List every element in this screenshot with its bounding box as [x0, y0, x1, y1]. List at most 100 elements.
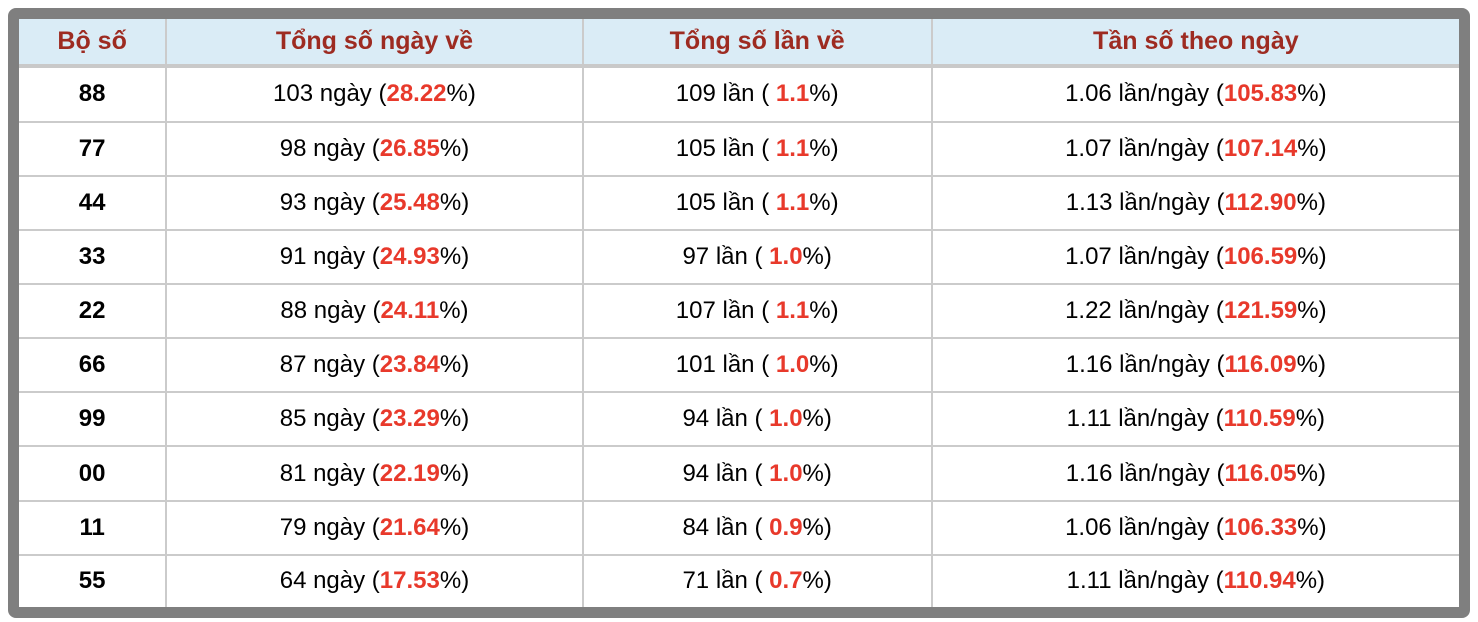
cell-number-pair: 33: [19, 229, 168, 285]
cell-total-days: 93 ngày (25.48%): [166, 174, 584, 231]
days-value: 88 ngày: [280, 297, 366, 325]
open-paren: (: [747, 513, 770, 541]
cell-daily-frequency: 1.11 lần/ngày (110.59%): [931, 391, 1459, 447]
cell-number-pair: 88: [19, 65, 168, 122]
open-paren: (: [1209, 297, 1224, 325]
close-paren: %): [802, 243, 832, 271]
open-paren: (: [371, 80, 387, 108]
number-pair-value: 44: [78, 189, 106, 217]
close-paren: %): [439, 243, 470, 271]
close-paren: %): [1296, 459, 1326, 487]
frequency-value: 1.06 lần/ngày: [1065, 513, 1210, 541]
frequency-value: 1.13 lần/ngày: [1065, 189, 1210, 217]
open-paren: (: [1209, 459, 1225, 487]
header-tan-so-theo-ngay: Tần số theo ngày: [931, 19, 1459, 68]
days-percent: 24.11: [380, 297, 440, 325]
days-percent: 21.64: [379, 513, 440, 541]
frequency-value: 1.07 lần/ngày: [1065, 243, 1210, 271]
days-value: 98 ngày: [279, 134, 366, 162]
loto-pair-stats-table: Bộ số Tổng số ngày về Tổng số lần về Tần…: [19, 19, 1459, 607]
days-percent: 17.53: [379, 567, 440, 595]
frequency-value: 1.22 lần/ngày: [1065, 297, 1210, 325]
close-paren: %): [802, 567, 832, 595]
number-pair-value: 99: [78, 405, 106, 433]
cell-number-pair: 77: [19, 120, 168, 176]
days-percent: 25.48: [379, 189, 440, 217]
times-value: 101 lần: [675, 351, 755, 379]
cell-total-days: 85 ngày (23.29%): [166, 391, 584, 447]
frequency-percent: 116.09: [1224, 351, 1297, 379]
frequency-value: 1.07 lần/ngày: [1065, 134, 1210, 162]
close-paren: %): [809, 189, 839, 217]
table-row: 22 88 ngày (24.11%) 107 lần ( 1.1%) 1.22…: [19, 283, 1459, 339]
open-paren: (: [365, 513, 380, 541]
close-paren: %): [439, 567, 470, 595]
days-value: 103 ngày: [273, 80, 372, 108]
days-percent: 28.22: [386, 80, 447, 108]
cell-number-pair: 11: [19, 499, 168, 555]
times-percent: 1.0: [775, 351, 810, 379]
frequency-percent: 116.05: [1224, 459, 1297, 487]
close-paren: %): [809, 297, 839, 325]
cell-total-days: 91 ngày (24.93%): [166, 229, 584, 285]
cell-number-pair: 66: [19, 337, 168, 393]
times-percent: 1.1: [775, 134, 810, 162]
cell-total-times: 71 lần ( 0.7%): [582, 553, 933, 607]
open-paren: (: [1209, 351, 1225, 379]
open-paren: (: [754, 189, 776, 217]
open-paren: (: [1208, 567, 1224, 595]
cell-daily-frequency: 1.16 lần/ngày (116.05%): [931, 445, 1459, 501]
frequency-value: 1.11 lần/ngày: [1066, 567, 1209, 595]
header-row: Bộ số Tổng số ngày về Tổng số lần về Tần…: [19, 19, 1459, 68]
close-paren: %): [802, 405, 832, 433]
cell-total-times: 84 lần ( 0.9%): [582, 499, 933, 555]
open-paren: (: [1209, 80, 1224, 108]
cell-daily-frequency: 1.16 lần/ngày (116.09%): [931, 337, 1459, 393]
days-percent: 24.93: [379, 243, 440, 271]
open-paren: (: [1209, 243, 1224, 271]
cell-daily-frequency: 1.07 lần/ngày (107.14%): [931, 120, 1459, 176]
close-paren: %): [1296, 189, 1326, 217]
times-value: 107 lần: [675, 297, 755, 325]
close-paren: %): [1297, 243, 1327, 271]
cell-total-days: 98 ngày (26.85%): [166, 120, 584, 176]
days-value: 81 ngày: [279, 459, 366, 487]
table-row: 66 87 ngày (23.84%) 101 lần ( 1.0%) 1.16…: [19, 337, 1459, 393]
cell-daily-frequency: 1.07 lần/ngày (106.59%): [931, 229, 1459, 285]
close-paren: %): [1295, 405, 1326, 433]
frequency-percent: 106.59: [1223, 243, 1298, 271]
times-percent: 1.1: [775, 80, 810, 108]
close-paren: %): [439, 405, 470, 433]
table-row: 99 85 ngày (23.29%) 94 lần ( 1.0%) 1.11 …: [19, 391, 1459, 447]
open-paren: (: [365, 567, 380, 595]
open-paren: (: [1209, 513, 1224, 541]
open-paren: (: [747, 243, 770, 271]
table-row: 00 81 ngày (22.19%) 94 lần ( 1.0%) 1.16 …: [19, 445, 1459, 501]
open-paren: (: [365, 459, 380, 487]
times-value: 105 lần: [675, 134, 755, 162]
times-percent: 1.0: [769, 405, 803, 433]
open-paren: (: [754, 297, 776, 325]
close-paren: %): [1296, 351, 1326, 379]
table-row: 88 103 ngày (28.22%) 109 lần ( 1.1%) 1.0…: [19, 65, 1459, 122]
frequency-percent: 112.90: [1224, 189, 1297, 217]
cell-total-days: 64 ngày (17.53%): [166, 553, 584, 607]
cell-total-times: 109 lần ( 1.1%): [582, 65, 933, 122]
open-paren: (: [1209, 189, 1225, 217]
cell-number-pair: 55: [19, 553, 168, 607]
cell-daily-frequency: 1.06 lần/ngày (106.33%): [931, 499, 1459, 555]
open-paren: (: [365, 243, 380, 271]
table-row: 33 91 ngày (24.93%) 97 lần ( 1.0%) 1.07 …: [19, 229, 1459, 285]
number-pair-value: 77: [78, 134, 106, 162]
days-percent: 26.85: [379, 134, 440, 162]
open-paren: (: [365, 405, 380, 433]
cell-number-pair: 00: [19, 445, 168, 501]
close-paren: %): [446, 80, 476, 108]
open-paren: (: [1209, 134, 1224, 162]
cell-number-pair: 22: [19, 283, 168, 339]
frequency-percent: 121.59: [1223, 297, 1298, 325]
open-paren: (: [754, 80, 776, 108]
cell-total-times: 105 lần ( 1.1%): [582, 174, 933, 231]
open-paren: (: [754, 351, 776, 379]
days-value: 91 ngày: [279, 243, 366, 271]
